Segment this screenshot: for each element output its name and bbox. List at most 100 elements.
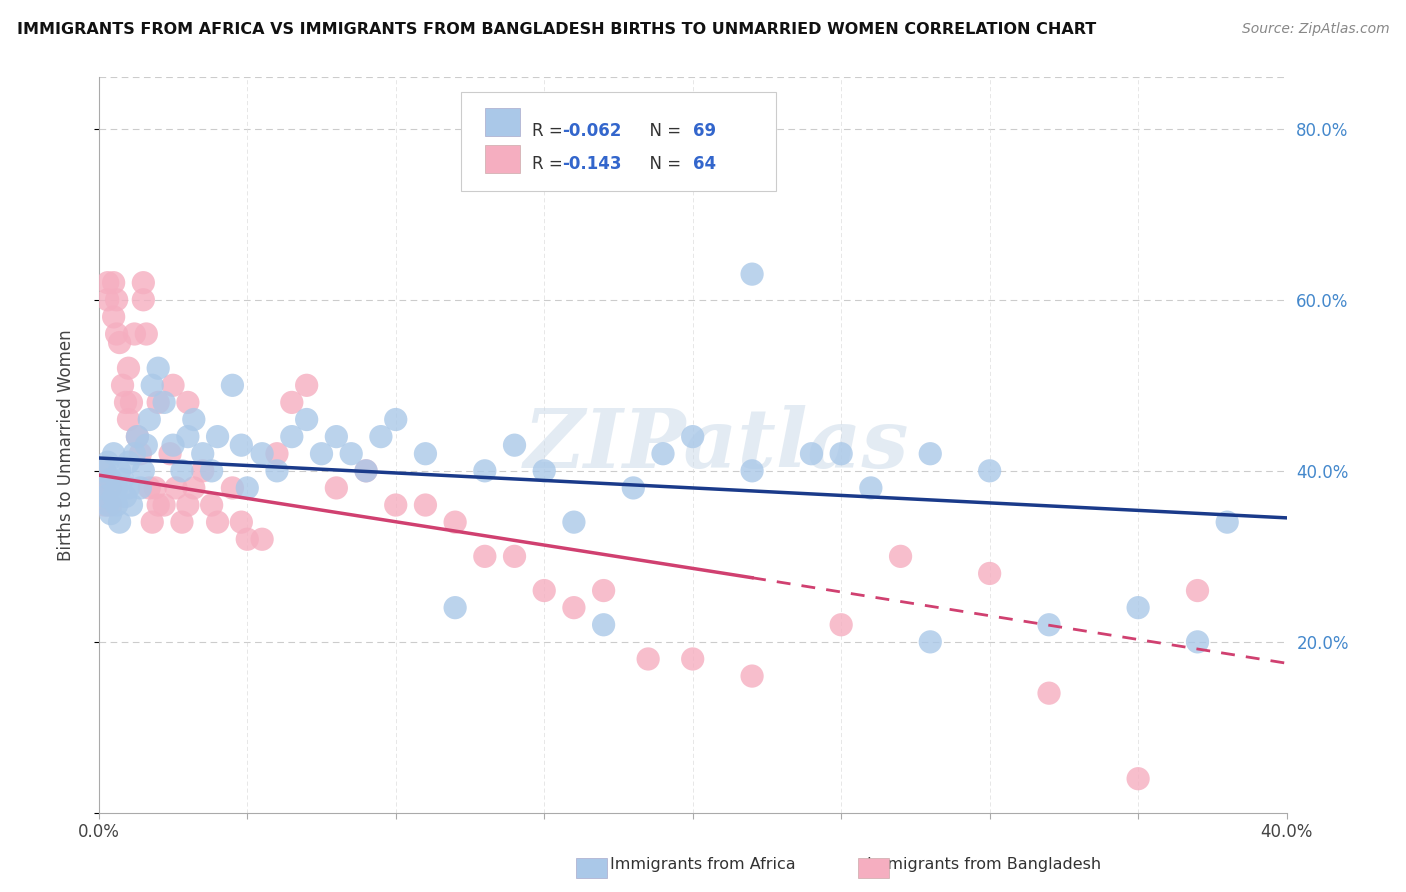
Point: [100, 472, 122, 486]
Point: [97, 293, 120, 307]
Point: [117, 481, 139, 495]
Point: [592, 617, 614, 632]
Point: [295, 412, 318, 426]
Point: [170, 515, 193, 529]
Point: [100, 481, 122, 495]
Point: [503, 549, 526, 564]
Point: [97, 455, 120, 469]
Point: [533, 464, 555, 478]
Point: [1126, 600, 1149, 615]
Point: [444, 600, 467, 615]
Point: [207, 429, 229, 443]
Point: [90, 481, 112, 495]
Point: [103, 490, 125, 504]
Point: [124, 447, 146, 461]
Point: [117, 455, 139, 469]
Point: [354, 464, 377, 478]
Point: [370, 429, 392, 443]
Text: -0.062: -0.062: [562, 121, 621, 139]
Point: [1187, 635, 1209, 649]
Point: [503, 438, 526, 452]
Text: ZIPatlas: ZIPatlas: [523, 405, 910, 485]
Point: [111, 472, 134, 486]
Point: [114, 395, 136, 409]
Point: [415, 447, 437, 461]
Point: [979, 566, 1001, 581]
Point: [384, 498, 406, 512]
Point: [444, 515, 467, 529]
Point: [159, 447, 181, 461]
Point: [311, 447, 333, 461]
Point: [266, 464, 288, 478]
Point: [105, 293, 128, 307]
Point: [415, 498, 437, 512]
Point: [132, 276, 155, 290]
Point: [221, 481, 243, 495]
Text: R =: R =: [533, 154, 568, 173]
Point: [325, 481, 347, 495]
Point: [153, 395, 176, 409]
FancyBboxPatch shape: [461, 92, 776, 192]
Text: 69: 69: [693, 121, 716, 139]
Point: [920, 635, 942, 649]
Point: [652, 447, 675, 461]
Point: [592, 583, 614, 598]
Text: Source: ZipAtlas.com: Source: ZipAtlas.com: [1241, 22, 1389, 37]
Point: [162, 438, 184, 452]
Text: Immigrants from Bangladesh: Immigrants from Bangladesh: [868, 857, 1101, 872]
Point: [533, 583, 555, 598]
Point: [148, 498, 170, 512]
Point: [562, 600, 585, 615]
Text: N =: N =: [640, 154, 686, 173]
Text: R =: R =: [533, 121, 568, 139]
Point: [979, 464, 1001, 478]
Point: [191, 447, 214, 461]
Point: [231, 515, 253, 529]
Point: [93, 490, 115, 504]
Point: [120, 395, 142, 409]
Point: [135, 326, 157, 341]
Point: [177, 429, 200, 443]
Point: [108, 335, 131, 350]
Y-axis label: Births to Unmarried Women: Births to Unmarried Women: [58, 329, 75, 561]
Point: [162, 378, 184, 392]
Point: [637, 652, 659, 666]
Point: [1216, 515, 1239, 529]
Text: -0.143: -0.143: [562, 154, 621, 173]
Point: [111, 378, 134, 392]
Point: [148, 361, 170, 376]
Point: [97, 276, 120, 290]
Point: [183, 412, 205, 426]
Text: N =: N =: [640, 121, 686, 139]
Point: [830, 617, 852, 632]
Point: [103, 276, 125, 290]
Point: [741, 267, 763, 281]
Point: [183, 481, 205, 495]
Point: [141, 378, 163, 392]
Point: [1187, 583, 1209, 598]
Point: [859, 481, 882, 495]
Point: [93, 464, 115, 478]
Point: [266, 447, 288, 461]
Point: [132, 464, 155, 478]
Point: [120, 498, 142, 512]
Point: [100, 498, 122, 512]
Point: [117, 412, 139, 426]
Point: [105, 481, 128, 495]
Point: [132, 293, 155, 307]
Point: [138, 481, 160, 495]
Point: [384, 412, 406, 426]
Point: [103, 310, 125, 324]
Point: [105, 326, 128, 341]
Point: [281, 395, 304, 409]
Point: [474, 549, 496, 564]
Point: [295, 378, 318, 392]
Point: [127, 429, 149, 443]
Text: IMMIGRANTS FROM AFRICA VS IMMIGRANTS FROM BANGLADESH BIRTHS TO UNMARRIED WOMEN C: IMMIGRANTS FROM AFRICA VS IMMIGRANTS FRO…: [17, 22, 1097, 37]
Point: [250, 447, 273, 461]
Point: [108, 464, 131, 478]
Point: [231, 438, 253, 452]
Point: [340, 447, 363, 461]
Point: [741, 669, 763, 683]
Point: [97, 498, 120, 512]
